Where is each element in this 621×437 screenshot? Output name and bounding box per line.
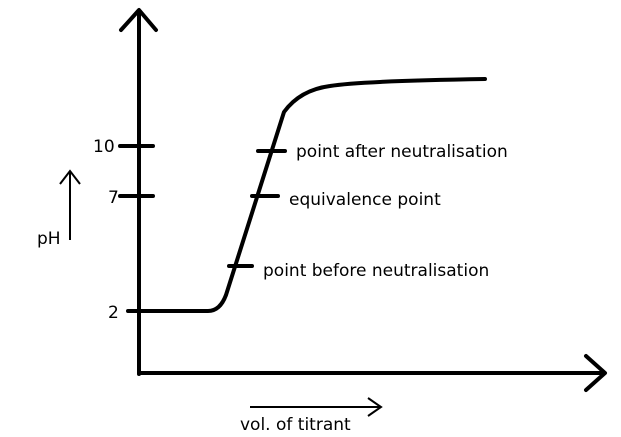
label-equivalence-point: equivalence point [289,190,441,210]
titration-curve [138,77,487,313]
y-axis-arrowhead [119,8,158,32]
tick-label-7: 7 [108,188,119,208]
x-axis-arrowhead [584,354,607,392]
tick-label-10: 10 [93,137,115,157]
label-before-neutralisation: point before neutralisation [263,261,489,281]
ph-up-arrow [59,169,81,240]
volume-right-arrow [250,397,383,417]
x-axis-label: vol. of titrant [240,415,351,435]
y-axis-label: pH [37,229,61,249]
tick-label-2: 2 [108,303,119,323]
label-after-neutralisation: point after neutralisation [296,142,508,162]
